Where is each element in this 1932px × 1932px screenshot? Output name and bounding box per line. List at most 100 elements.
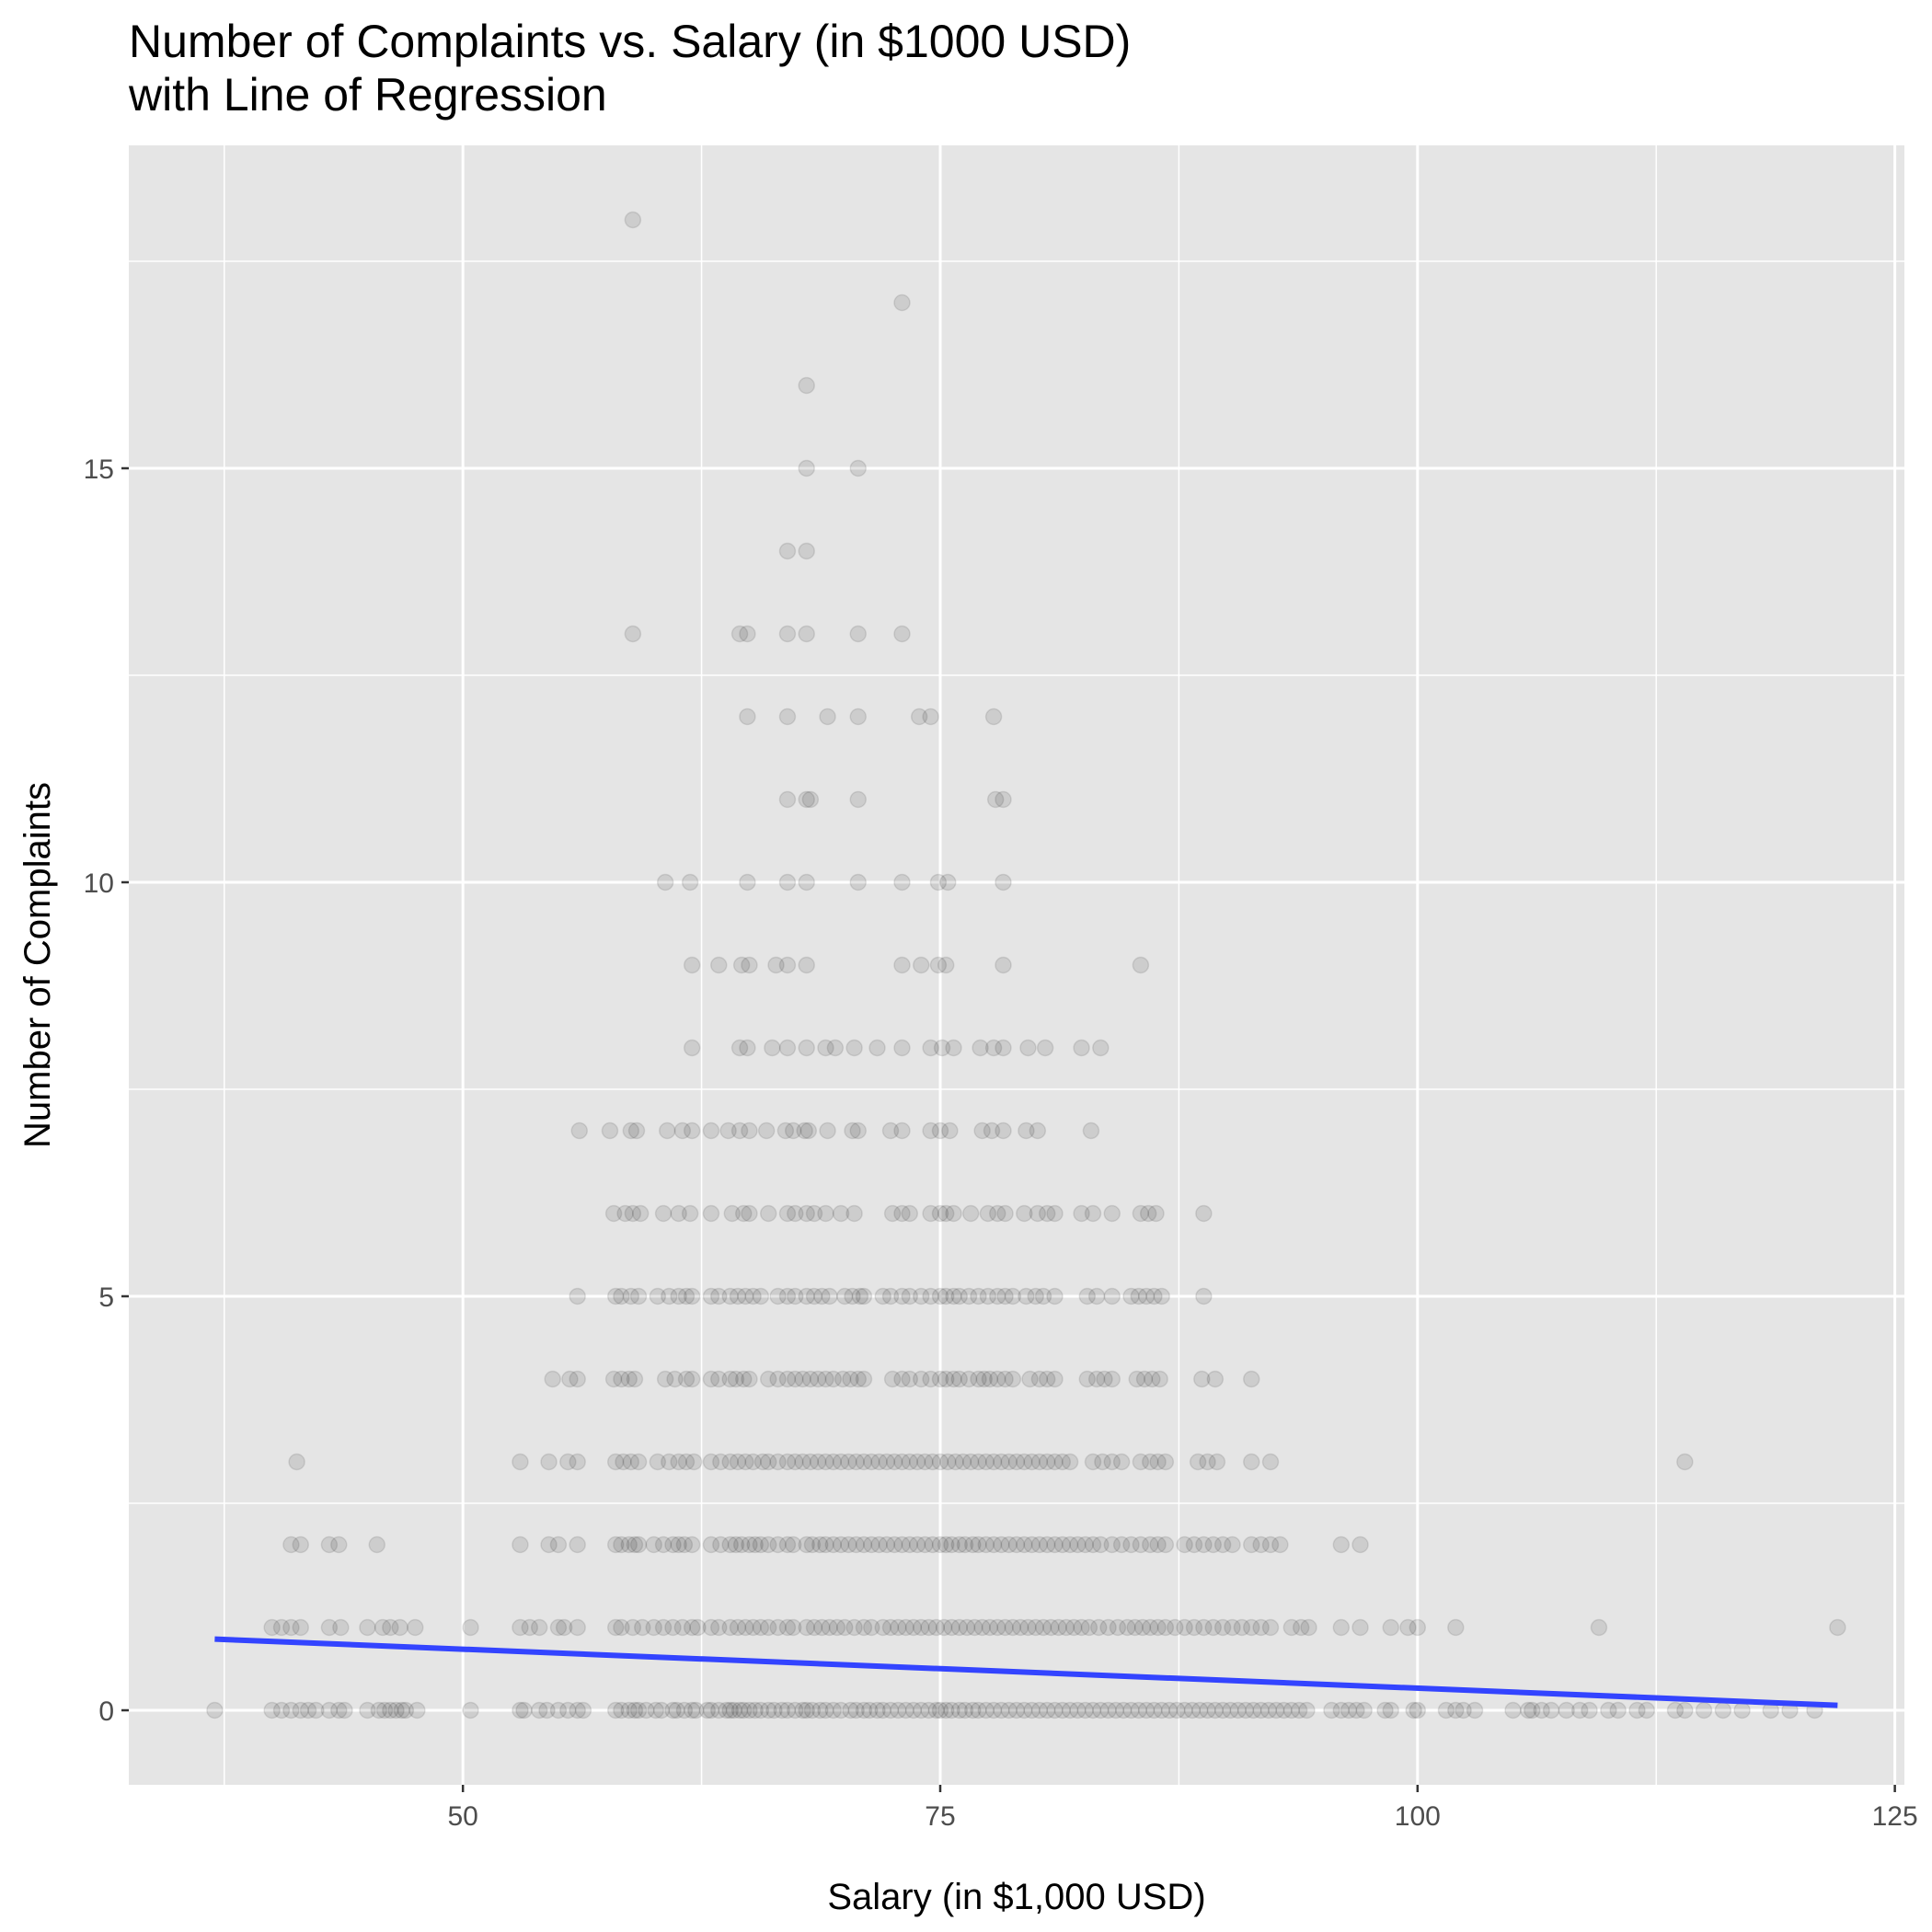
data-point <box>834 1370 852 1388</box>
data-point <box>981 1370 999 1388</box>
data-point <box>922 1039 939 1057</box>
data-point <box>759 1204 777 1223</box>
data-point <box>683 1535 701 1554</box>
data-point <box>332 1618 350 1637</box>
data-point <box>855 1701 873 1719</box>
data-point <box>870 1535 888 1554</box>
data-point <box>1190 1701 1209 1719</box>
data-point <box>732 956 751 974</box>
data-point <box>979 1204 997 1223</box>
data-point <box>787 1204 804 1223</box>
data-point <box>1199 1453 1216 1471</box>
data-point <box>881 1121 900 1140</box>
data-point <box>561 1370 579 1388</box>
data-point <box>1114 1701 1133 1719</box>
data-point <box>702 1453 720 1471</box>
chart-title: Number of Complaints vs. Salary (in $100… <box>129 16 1131 67</box>
data-point <box>970 1453 987 1471</box>
data-point <box>845 1204 863 1223</box>
data-point <box>1130 1287 1148 1305</box>
data-point <box>710 1370 728 1388</box>
data-point <box>964 1701 982 1719</box>
data-point <box>718 1701 735 1719</box>
data-point <box>798 1535 815 1554</box>
data-point <box>374 1618 392 1637</box>
x-axis: 50 75 100 125 <box>447 1785 1918 1832</box>
data-point <box>1007 1701 1026 1719</box>
data-point <box>996 1287 1014 1305</box>
data-point <box>1204 1618 1223 1637</box>
data-point <box>970 1287 987 1305</box>
data-point <box>811 1535 829 1554</box>
data-point <box>973 1618 991 1637</box>
data-point <box>622 1287 640 1305</box>
data-point <box>929 956 948 974</box>
data-point <box>1038 1370 1056 1388</box>
data-point <box>689 1618 707 1637</box>
data-point <box>927 1618 946 1637</box>
data-point <box>622 1453 640 1471</box>
data-point <box>855 1618 873 1637</box>
data-point <box>1103 1370 1121 1388</box>
data-point <box>397 1701 415 1719</box>
data-point <box>950 1701 968 1719</box>
data-point <box>901 1535 919 1554</box>
data-point <box>868 1701 886 1719</box>
data-point <box>320 1618 339 1637</box>
data-point <box>299 1701 317 1719</box>
data-point <box>670 1204 687 1223</box>
data-point <box>730 1039 749 1057</box>
data-point <box>629 1453 648 1471</box>
data-point <box>1829 1618 1846 1637</box>
data-point <box>683 1370 701 1388</box>
data-point <box>798 1039 815 1057</box>
data-point <box>947 1453 964 1471</box>
data-point <box>1023 1535 1041 1554</box>
data-point <box>1261 1535 1280 1554</box>
data-point <box>960 1287 978 1305</box>
data-point <box>803 1701 822 1719</box>
y-tick-label: 10 <box>84 868 114 899</box>
data-point <box>1030 1370 1049 1388</box>
data-point <box>744 1453 762 1471</box>
data-point <box>1166 1618 1184 1637</box>
data-point <box>996 1370 1014 1388</box>
data-point <box>769 1618 787 1637</box>
data-point <box>1128 1370 1145 1388</box>
data-point <box>941 1121 959 1140</box>
data-point <box>878 1535 896 1554</box>
data-point <box>1142 1453 1159 1471</box>
data-point <box>908 1453 926 1471</box>
data-point <box>769 1535 787 1554</box>
data-point <box>1332 1701 1351 1719</box>
data-point <box>937 1204 955 1223</box>
data-point <box>844 1121 861 1140</box>
data-point <box>741 1701 758 1719</box>
data-point <box>784 1535 802 1554</box>
data-point <box>288 1453 305 1471</box>
data-point <box>950 1370 968 1388</box>
data-point <box>1119 1618 1136 1637</box>
data-point <box>719 1121 737 1140</box>
data-point <box>620 1535 638 1554</box>
data-point <box>620 1701 638 1719</box>
data-point <box>393 1701 411 1719</box>
data-point <box>805 1287 823 1305</box>
data-point <box>1409 1618 1427 1637</box>
data-point <box>1176 1535 1193 1554</box>
data-point <box>1609 1701 1627 1719</box>
data-point <box>569 1618 586 1637</box>
data-point <box>1290 1701 1308 1719</box>
data-point <box>832 1701 850 1719</box>
y-axis-title: Number of Complaints <box>17 782 58 1148</box>
data-point <box>1300 1618 1317 1637</box>
data-point <box>606 1701 625 1719</box>
data-point <box>654 1204 673 1223</box>
data-point <box>606 1535 625 1554</box>
data-point <box>1160 1701 1179 1719</box>
data-point <box>675 1535 694 1554</box>
data-point <box>574 1701 592 1719</box>
data-point <box>1011 1618 1029 1637</box>
data-point <box>988 1618 1006 1637</box>
